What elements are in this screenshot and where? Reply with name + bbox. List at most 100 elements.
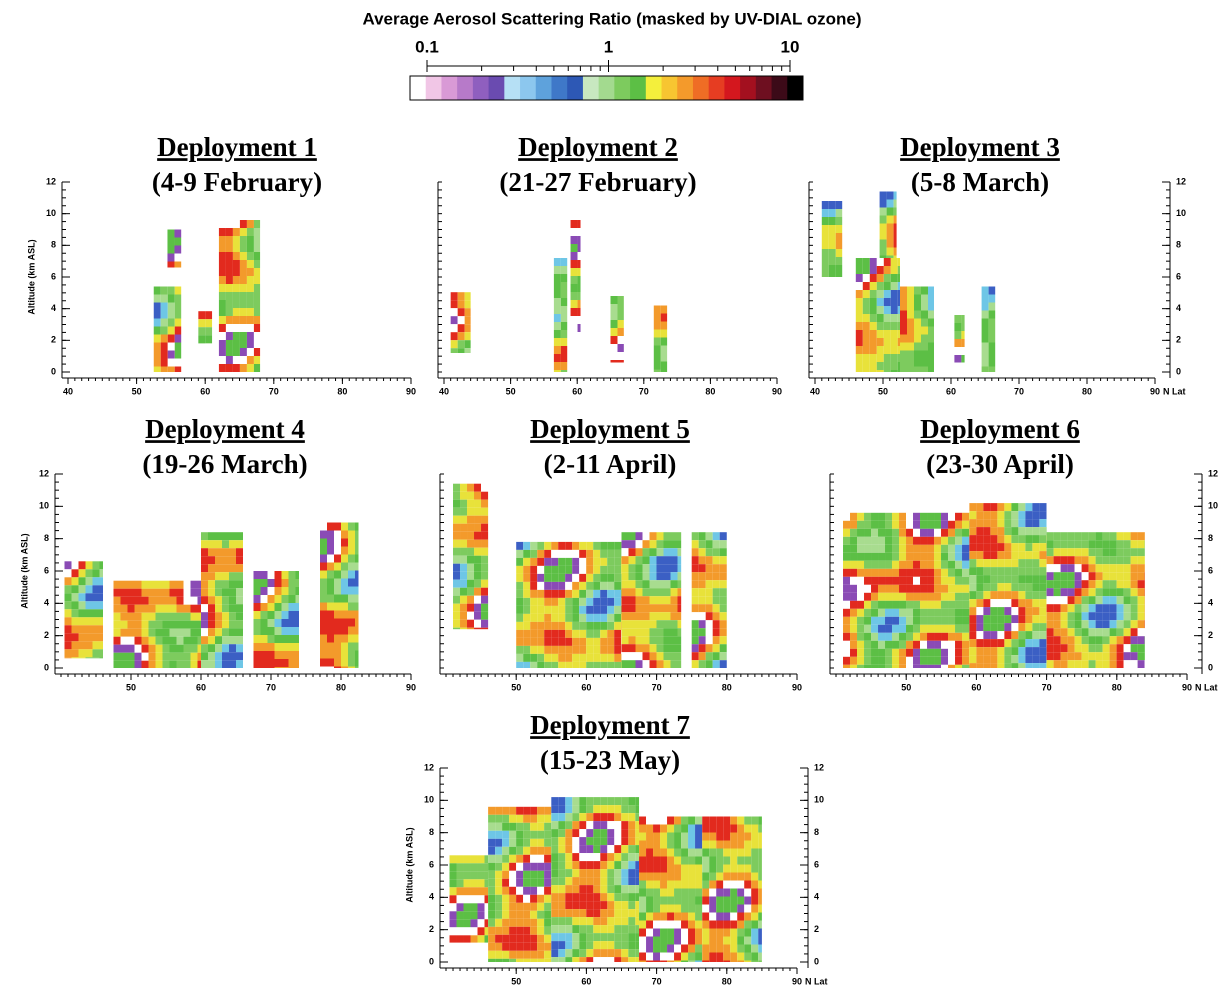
aerosol-patch	[1088, 588, 1096, 597]
aerosol-patch	[1109, 556, 1117, 565]
aerosol-patch	[288, 627, 296, 635]
aerosol-patch	[897, 330, 900, 338]
aerosol-patch	[71, 633, 79, 642]
aerosol-patch	[593, 829, 601, 838]
aerosol-patch	[674, 816, 682, 825]
aerosol-patch	[885, 528, 893, 537]
aerosol-patch	[893, 199, 897, 208]
aerosol-patch	[691, 612, 699, 621]
aerosol-patch	[495, 838, 503, 847]
aerosol-patch	[537, 645, 545, 654]
aerosol-patch	[821, 257, 829, 265]
aerosol-patch	[484, 895, 489, 904]
aerosol-patch	[553, 306, 561, 314]
aerosol-patch	[1116, 564, 1124, 573]
aerosol-patch	[558, 797, 566, 806]
aerosol-patch	[457, 316, 465, 325]
aerosol-patch	[572, 581, 580, 590]
aerosol-patch	[758, 944, 762, 953]
aerosol-patch	[698, 652, 706, 661]
aerosol-patch	[635, 805, 640, 814]
aerosol-patch	[876, 322, 884, 330]
y-tick-label: 4	[429, 892, 434, 902]
aerosol-patch	[862, 322, 870, 330]
aerosol-patch	[758, 952, 762, 961]
aerosol-patch	[723, 832, 731, 841]
aerosol-patch	[695, 928, 703, 937]
aerosol-patch	[253, 332, 261, 340]
aerosol-patch	[1011, 567, 1019, 576]
aerosol-patch	[239, 252, 247, 260]
aerosol-patch	[174, 294, 182, 303]
aerosol-patch	[600, 805, 608, 814]
aerosol-patch	[941, 512, 949, 521]
x-tick-label: 90	[406, 386, 416, 396]
aerosol-patch	[709, 944, 717, 953]
aerosol-patch	[716, 920, 724, 929]
aerosol-patch	[225, 284, 233, 292]
aerosol-patch	[1067, 540, 1075, 549]
aerosol-patch	[1074, 556, 1082, 565]
aerosol-patch	[663, 620, 671, 629]
aerosol-patch	[530, 589, 538, 598]
aerosol-patch	[565, 589, 573, 598]
aerosol-patch	[934, 600, 942, 609]
aerosol-patch	[600, 837, 608, 846]
aerosol-patch	[681, 928, 689, 937]
aerosol-patch	[955, 648, 963, 657]
aerosol-patch	[843, 584, 851, 593]
aerosol-patch	[920, 568, 928, 577]
aerosol-patch	[460, 563, 468, 572]
aerosol-patch	[1123, 540, 1131, 549]
aerosol-patch	[348, 618, 355, 627]
aerosol-patch	[976, 503, 984, 512]
aerosol-patch	[260, 579, 268, 587]
aerosol-patch	[688, 864, 696, 873]
aerosol-patch	[560, 362, 568, 370]
aerosol-patch	[1067, 628, 1075, 637]
aerosol-patch	[449, 863, 457, 872]
aerosol-patch	[649, 604, 657, 613]
aerosol-patch	[586, 621, 594, 630]
aerosol-patch	[509, 822, 517, 831]
aerosol-patch	[893, 255, 897, 258]
aerosol-patch	[934, 624, 942, 633]
aerosol-patch	[99, 633, 103, 642]
aerosol-patch	[1095, 548, 1103, 557]
aerosol-patch	[1039, 551, 1047, 560]
aerosol-patch	[751, 896, 759, 905]
aerosol-patch	[593, 597, 601, 606]
aerosol-patch	[551, 877, 559, 886]
aerosol-patch	[955, 624, 963, 633]
aerosol-patch	[551, 861, 559, 870]
aerosol-patch	[913, 576, 921, 585]
aerosol-patch	[614, 853, 622, 862]
aerosol-patch	[934, 640, 942, 649]
aerosol-patch	[295, 643, 299, 651]
aerosol-patch	[523, 621, 531, 630]
aerosol-patch	[201, 660, 208, 668]
aerosol-patch	[509, 838, 517, 847]
aerosol-patch	[921, 326, 928, 335]
aerosol-patch	[1137, 548, 1145, 557]
aerosol-patch	[579, 541, 587, 550]
aerosol-patch	[509, 918, 517, 927]
aerosol-patch	[646, 848, 654, 857]
aerosol-patch	[463, 919, 471, 928]
aerosol-patch	[600, 893, 608, 902]
aerosol-patch	[653, 960, 661, 962]
aerosol-patch	[892, 544, 900, 553]
aerosol-patch	[553, 266, 561, 274]
aerosol-patch	[607, 645, 615, 654]
aerosol-patch	[127, 636, 135, 645]
aerosol-patch	[537, 894, 545, 903]
aerosol-patch	[656, 596, 664, 605]
aerosol-patch	[879, 231, 887, 240]
aerosol-patch	[64, 601, 72, 610]
aerosol-patch	[890, 330, 898, 338]
aerosol-patch	[695, 952, 703, 961]
aerosol-patch	[488, 862, 496, 871]
aerosol-patch	[579, 797, 587, 806]
x-tick-label: 40	[63, 386, 73, 396]
aerosol-patch	[892, 600, 900, 609]
